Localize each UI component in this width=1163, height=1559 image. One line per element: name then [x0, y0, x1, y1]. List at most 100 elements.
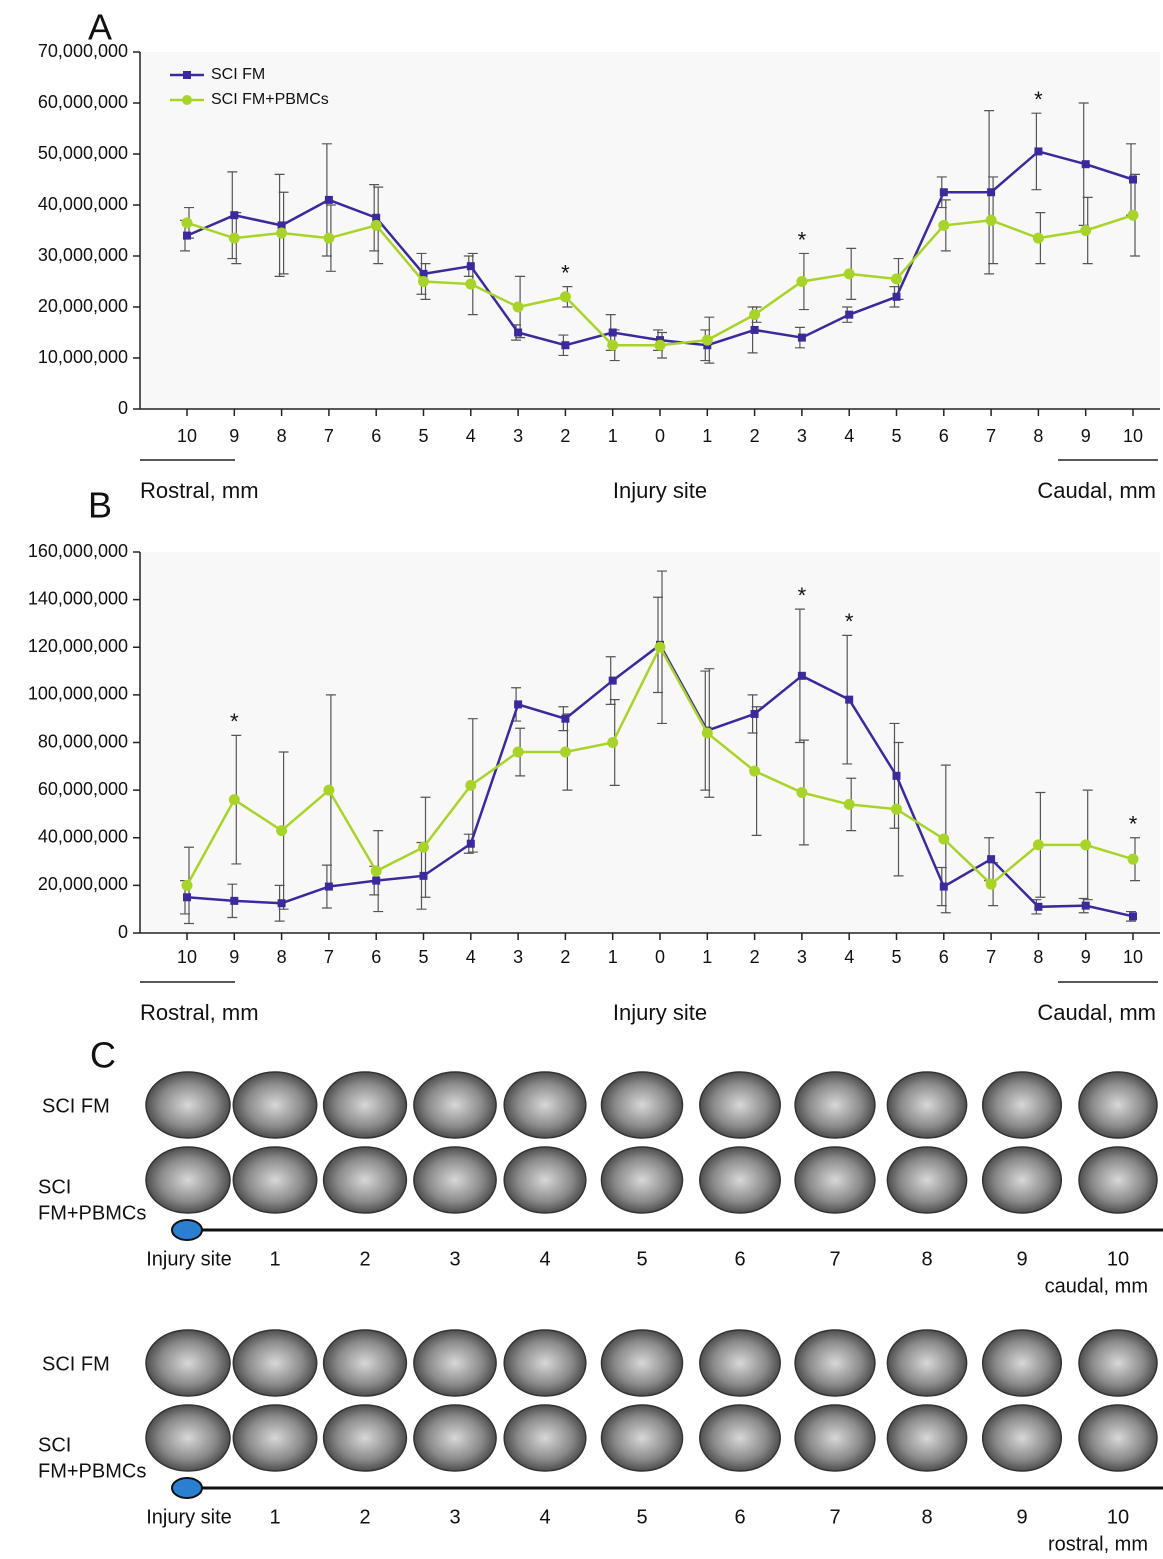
- position-label: 5: [636, 1248, 647, 1270]
- point: [323, 232, 335, 244]
- x-tick-label: 1: [702, 426, 712, 446]
- point: [796, 276, 808, 287]
- position-label: 6: [734, 1506, 745, 1528]
- point: [985, 214, 997, 226]
- point: [701, 727, 713, 739]
- tissue-section: [232, 1146, 318, 1214]
- position-label: 4: [539, 1248, 550, 1270]
- point: [372, 213, 381, 222]
- panel-label: C: [90, 1035, 116, 1076]
- point: [181, 217, 193, 229]
- significance-mark: *: [798, 227, 807, 252]
- y-tick-label: 160,000,000: [28, 541, 128, 561]
- tissue-section: [232, 1329, 318, 1397]
- x-tick-label: 6: [371, 426, 381, 446]
- position-label: 8: [921, 1248, 932, 1270]
- point: [183, 231, 191, 240]
- region-label: Injury site: [613, 1000, 707, 1025]
- point: [1080, 225, 1092, 236]
- tissue-section: [886, 1329, 968, 1397]
- tissue-section: [413, 1071, 497, 1139]
- point: [892, 292, 901, 301]
- point: [465, 278, 477, 290]
- x-tick-label: 4: [466, 947, 476, 967]
- point: [797, 671, 806, 680]
- y-tick-label: 60,000,000: [38, 779, 128, 799]
- x-tick-label: 7: [324, 426, 334, 446]
- point: [750, 709, 759, 718]
- point: [987, 188, 996, 197]
- x-tick-label: 4: [844, 947, 854, 967]
- legend-label: SCI FM: [211, 66, 265, 83]
- y-tick-label: 70,000,000: [38, 41, 128, 61]
- x-tick-label: 1: [702, 947, 712, 967]
- position-label: 10: [1107, 1248, 1129, 1270]
- x-tick-label: 8: [277, 426, 287, 446]
- tissue-section: [1078, 1404, 1158, 1472]
- point: [654, 641, 666, 653]
- point: [1080, 839, 1092, 851]
- position-label: 1: [269, 1506, 280, 1528]
- point: [1034, 147, 1043, 156]
- tissue-section: [145, 1329, 231, 1397]
- tissue-section: [699, 1329, 781, 1397]
- x-tick-label: 9: [1081, 426, 1091, 446]
- point: [512, 301, 524, 313]
- x-tick-label: 2: [560, 426, 570, 446]
- point: [372, 876, 381, 885]
- point: [466, 839, 475, 848]
- tissue-section: [322, 1404, 408, 1472]
- point: [561, 341, 570, 350]
- point: [985, 878, 997, 890]
- direction-label: caudal, mm: [1045, 1275, 1148, 1297]
- point: [608, 676, 617, 685]
- region-label: Injury site: [613, 478, 707, 503]
- point: [891, 273, 902, 285]
- x-tick-label: 7: [986, 426, 996, 446]
- point: [512, 746, 524, 758]
- point: [228, 794, 240, 806]
- tissue-section: [503, 1329, 587, 1397]
- point: [749, 765, 761, 777]
- y-tick-label: 0: [118, 922, 128, 942]
- point: [419, 871, 428, 880]
- point: [230, 211, 239, 220]
- legend-marker: [182, 95, 192, 105]
- panel-label: A: [88, 7, 112, 48]
- point: [1129, 175, 1137, 184]
- tissue-section: [145, 1071, 231, 1139]
- tissue-section: [503, 1146, 587, 1214]
- significance-mark: *: [845, 609, 854, 634]
- row-label: FM+PBMCs: [38, 1460, 146, 1482]
- x-tick-label: 10: [177, 426, 197, 446]
- row-label: SCI: [38, 1176, 71, 1198]
- position-label: 3: [449, 1248, 460, 1270]
- row-label: FM+PBMCs: [38, 1202, 146, 1224]
- position-label: 8: [921, 1506, 932, 1528]
- point: [1081, 901, 1090, 910]
- y-tick-label: 20,000,000: [38, 874, 128, 894]
- tissue-section: [981, 1329, 1063, 1397]
- point: [276, 825, 288, 837]
- position-label: 6: [734, 1248, 745, 1270]
- x-tick-label: 10: [1123, 947, 1143, 967]
- position-label: 9: [1016, 1248, 1027, 1270]
- point: [514, 700, 523, 709]
- y-tick-label: 20,000,000: [38, 296, 128, 316]
- x-tick-label: 10: [1123, 426, 1143, 446]
- x-tick-label: 0: [655, 947, 665, 967]
- row-label: SCI: [38, 1434, 71, 1456]
- y-tick-label: 40,000,000: [38, 194, 128, 214]
- tissue-section: [232, 1404, 318, 1472]
- y-tick-label: 120,000,000: [28, 636, 128, 656]
- tissue-section: [600, 1146, 684, 1214]
- tissue-section: [322, 1071, 408, 1139]
- point: [466, 262, 475, 271]
- row-label: SCI FM: [42, 1095, 110, 1117]
- region-label: Rostral, mm: [140, 478, 259, 503]
- tissue-section: [413, 1146, 497, 1214]
- tissue-section: [886, 1071, 968, 1139]
- y-tick-label: 10,000,000: [38, 347, 128, 367]
- y-tick-label: 60,000,000: [38, 92, 128, 112]
